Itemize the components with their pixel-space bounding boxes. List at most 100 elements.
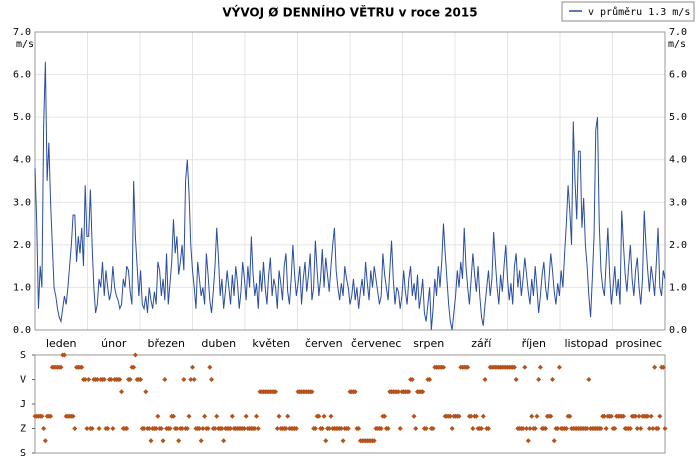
direction-point xyxy=(482,377,488,382)
y-tick-label-right: 3.0 xyxy=(669,197,687,208)
direction-point xyxy=(480,413,486,419)
direction-point xyxy=(536,377,542,382)
direction-point xyxy=(212,426,218,431)
direction-point xyxy=(176,438,182,444)
y-tick-label: 3.0 xyxy=(13,197,31,208)
direction-point xyxy=(254,413,260,419)
direction-point xyxy=(338,426,344,431)
direction-point xyxy=(479,426,485,431)
direction-point xyxy=(657,413,663,419)
direction-point xyxy=(273,389,279,395)
direction-point xyxy=(409,377,415,382)
direction-point xyxy=(58,364,64,370)
direction-point xyxy=(385,426,391,431)
direction-point xyxy=(221,438,227,444)
direction-point xyxy=(648,413,654,419)
direction-point xyxy=(170,413,176,419)
direction-point xyxy=(636,413,642,419)
direction-point xyxy=(127,377,133,382)
x-tick-label: červen xyxy=(305,337,343,350)
direction-point xyxy=(41,426,47,431)
direction-point xyxy=(420,389,426,395)
direction-point xyxy=(601,413,607,419)
direction-point xyxy=(468,413,474,419)
direction-point xyxy=(160,438,166,444)
direction-point xyxy=(470,426,476,431)
y-tick-label: S xyxy=(20,350,26,361)
direction-point xyxy=(650,426,656,431)
direction-point xyxy=(634,426,640,431)
direction-point xyxy=(406,389,412,395)
direction-point xyxy=(534,413,540,419)
direction-point xyxy=(524,426,530,431)
direction-point xyxy=(174,426,180,431)
direction-point xyxy=(465,364,471,370)
direction-point xyxy=(101,377,107,382)
direction-point xyxy=(638,426,644,431)
direction-point xyxy=(179,426,185,431)
direction-point xyxy=(283,426,289,431)
direction-point xyxy=(598,426,604,431)
direction-point xyxy=(84,426,90,431)
y-tick-label: J xyxy=(20,399,26,410)
direction-point xyxy=(567,413,573,419)
y-tick-label-right: 1.0 xyxy=(669,282,687,293)
direction-point xyxy=(200,426,206,431)
legend-label: v průměru 1.3 m/s xyxy=(588,6,690,18)
direction-point xyxy=(378,426,384,431)
direction-point xyxy=(312,426,318,431)
x-tick-label: únor xyxy=(101,337,127,350)
direction-point xyxy=(340,438,346,444)
direction-point xyxy=(321,413,327,419)
direction-point xyxy=(627,426,633,431)
y-tick-label: V xyxy=(20,375,26,386)
direction-point xyxy=(356,426,362,431)
direction-point xyxy=(48,413,54,419)
direction-point xyxy=(529,413,535,419)
direction-point xyxy=(522,364,528,370)
direction-point xyxy=(162,377,168,382)
direction-point xyxy=(660,364,666,370)
y-tick-label: 5.0 xyxy=(13,112,31,123)
chart-title: VÝVOJ Ø DENNÍHO VĚTRU v roce 2015 xyxy=(222,5,477,20)
direction-point xyxy=(146,426,152,431)
direction-point xyxy=(551,438,557,444)
y-tick-label: 0.0 xyxy=(13,325,31,336)
direction-point xyxy=(485,426,491,431)
x-tick-label: leden xyxy=(46,337,77,350)
direction-point xyxy=(584,426,590,431)
direction-point xyxy=(229,413,235,419)
direction-point xyxy=(633,413,639,419)
direction-point xyxy=(645,413,651,419)
direction-point xyxy=(255,426,261,431)
direction-point xyxy=(243,413,249,419)
direction-point xyxy=(447,413,453,419)
direction-point xyxy=(191,377,197,382)
direction-point xyxy=(143,389,149,395)
direction-point xyxy=(548,413,554,419)
direction-point xyxy=(105,426,111,431)
legend xyxy=(561,1,695,22)
direction-point xyxy=(413,426,419,431)
direction-point xyxy=(198,438,204,444)
y-unit-right: m/s xyxy=(668,39,686,50)
direction-point xyxy=(61,352,67,358)
direction-point xyxy=(319,426,325,431)
direction-point xyxy=(620,413,626,419)
x-tick-label: květen xyxy=(252,337,290,350)
direction-point xyxy=(440,364,446,370)
direction-point xyxy=(423,426,429,431)
direction-point xyxy=(525,438,531,444)
direction-point xyxy=(138,377,144,382)
direction-point xyxy=(430,426,436,431)
x-tick-label: září xyxy=(471,337,492,350)
y-tick-label: 4.0 xyxy=(13,155,31,166)
direction-point xyxy=(352,389,358,395)
direction-point xyxy=(202,413,208,419)
direction-point xyxy=(527,426,533,431)
direction-point xyxy=(513,377,519,382)
direction-point xyxy=(662,426,668,431)
direction-point xyxy=(655,426,661,431)
direction-point xyxy=(214,413,220,419)
direction-point xyxy=(427,377,433,382)
